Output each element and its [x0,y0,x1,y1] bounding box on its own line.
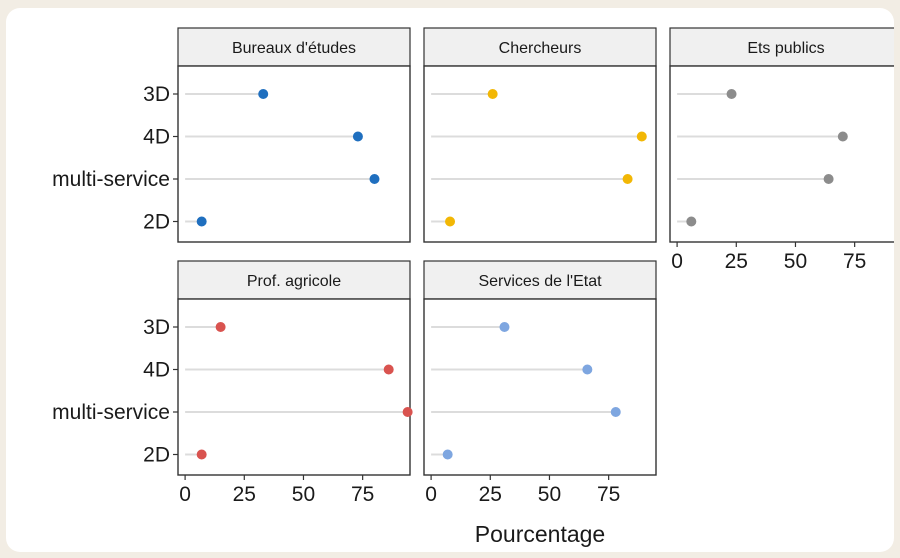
lollipop-point-prof-agricole-multi-service [402,407,413,417]
panel-body-services-de-l-etat [423,298,657,476]
x-tick-label-prof-agricole-0: 0 [179,483,191,506]
panel-title-ets-publics: Ets publics [747,40,824,57]
lollipop-point-services-de-l-etat-2d [442,449,453,460]
lollipop-point-ets-publics-3d [726,89,737,99]
lollipop-point-chercheurs-2d [445,216,456,227]
panel-title-bureaux-d-etudes: Bureaux d'études [232,40,356,57]
lollipop-point-ets-publics-multi-service [823,174,834,184]
y-tick-label-2d: 2D [143,211,170,234]
panel-body-ets-publics [669,65,894,243]
lollipop-point-bureaux-d-etudes-3d [258,89,269,99]
lollipop-point-services-de-l-etat-3d [499,322,510,332]
lollipop-point-bureaux-d-etudes-4d [352,131,363,142]
x-tick-label-services-de-l-etat-75: 75 [597,483,620,506]
lollipop-point-chercheurs-3d [487,89,498,99]
lollipop-point-prof-agricole-3d [215,322,226,332]
x-tick-label-ets-publics-75: 75 [843,250,866,273]
x-tick-label-services-de-l-etat-50: 50 [538,483,561,506]
lollipop-point-bureaux-d-etudes-multi-service [369,174,380,184]
x-tick-label-prof-agricole-50: 50 [292,483,315,506]
x-tick-label-prof-agricole-75: 75 [351,483,374,506]
panel-strip-services-de-l-etat [423,260,657,300]
y-tick-label-3d: 3D [143,83,170,106]
lollipop-point-services-de-l-etat-multi-service [610,407,621,417]
x-tick-label-ets-publics-25: 25 [725,250,748,273]
lollipop-point-services-de-l-etat-4d [582,364,593,375]
lollipop-point-chercheurs-multi-service [622,174,633,184]
x-tick-label-prof-agricole-25: 25 [233,483,256,506]
panel-strip-prof-agricole [177,260,411,300]
panel-strip-bureaux-d-etudes [177,27,411,67]
panel-body-chercheurs [423,65,657,243]
lollipop-point-prof-agricole-4d [383,364,394,375]
panel-body-bureaux-d-etudes [177,65,411,243]
panel-title-services-de-l-etat: Services de l'Etat [478,273,602,290]
lollipop-chart: Bureaux d'études 3D 4D multi-service 2D Cherc… [52,27,894,547]
figure-card: Bureaux d'études 3D 4D multi-service 2D Cherc… [6,8,894,552]
y-tick-label-4d: 4D [143,126,170,149]
x-axis-title: Pourcentage [475,521,605,547]
y-tick-label-4d: 4D [143,359,170,382]
y-tick-label-2d: 2D [143,444,170,467]
y-tick-label-3d: 3D [143,316,170,339]
lollipop-point-chercheurs-4d [636,131,647,142]
lollipop-point-bureaux-d-etudes-2d [196,216,207,227]
panel-title-prof-agricole: Prof. agricole [247,273,341,290]
lollipop-point-ets-publics-4d [837,131,848,142]
x-tick-label-ets-publics-50: 50 [784,250,807,273]
lollipop-point-ets-publics-2d [686,216,697,227]
x-tick-label-services-de-l-etat-0: 0 [425,483,437,506]
lollipop-point-prof-agricole-2d [196,449,207,460]
x-tick-label-ets-publics-0: 0 [671,250,683,273]
panel-title-chercheurs: Chercheurs [499,40,582,57]
y-tick-label-multi-service: multi-service [52,168,170,191]
y-tick-label-multi-service: multi-service [52,401,170,424]
panel-body-prof-agricole [177,298,411,476]
x-tick-label-services-de-l-etat-25: 25 [479,483,502,506]
